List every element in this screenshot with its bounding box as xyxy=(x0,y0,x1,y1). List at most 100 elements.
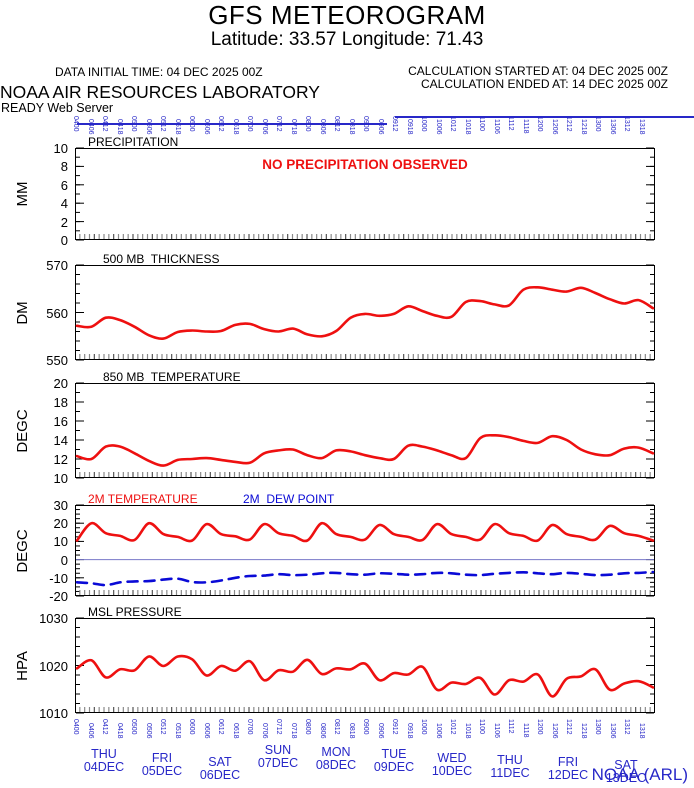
wind-time-label: 1312 xyxy=(623,116,630,132)
panel-500mb-thickness xyxy=(75,264,655,361)
y-tick-label: 14 xyxy=(53,433,68,448)
wind-time-label: 1012 xyxy=(449,116,456,132)
wind-time-label: 0418 xyxy=(115,119,123,135)
time-axis-tick-label: 0906 xyxy=(376,723,384,739)
organization-name: NOAA AIR RESOURCES LABORATORY xyxy=(0,82,320,102)
time-axis-tick-label: 0706 xyxy=(260,723,268,739)
time-axis-tick-label: 1300 xyxy=(594,719,601,735)
time-axis-tick-label: 0818 xyxy=(347,723,355,739)
panel-title-850mb-temperature: 850 MB TEMPERATURE xyxy=(103,370,241,384)
day-label-13dec: SAT 13DEC xyxy=(594,759,658,785)
day-date: 06DEC xyxy=(199,768,241,782)
no-precipitation-annotation: NO PRECIPITATION OBSERVED xyxy=(262,157,468,172)
day-label-04dec: THU 04DEC xyxy=(72,748,136,774)
time-axis-tick-label: 0718 xyxy=(289,723,297,739)
time-axis-tick-label: 1200 xyxy=(536,719,543,735)
panel-title-precipitation: PRECIPITATION xyxy=(88,135,179,149)
panel-850mb-temperature xyxy=(75,382,655,479)
time-axis-tick-label: 0518 xyxy=(173,723,181,739)
calculation-times: CALCULATION STARTED AT: 04 DEC 2025 00Z … xyxy=(408,65,668,91)
day-name: WED xyxy=(437,751,467,765)
time-axis-tick-label: 0600 xyxy=(188,719,195,735)
data-initial-time: DATA INITIAL TIME: 04 DEC 2025 00Z xyxy=(55,65,263,79)
day-name: FRI xyxy=(557,755,579,769)
time-axis-tick-label: 0900 xyxy=(362,719,369,735)
y-tick-label: 1020 xyxy=(39,658,68,674)
time-axis-tick-label: 1312 xyxy=(623,719,630,735)
panel-2m-temperature-dewpoint xyxy=(75,504,655,597)
time-axis-tick-label: 0406 xyxy=(86,723,94,739)
day-name: MON xyxy=(321,745,351,759)
y-tick-label: 10 xyxy=(53,141,68,156)
panel-title-msl-pressure: MSL PRESSURE xyxy=(88,605,182,619)
y-tick-label: 20 xyxy=(53,376,68,391)
time-axis-tick-label: 0812 xyxy=(333,719,340,735)
time-axis-tick-label: 0912 xyxy=(391,719,398,735)
time-axis-tick-label: 0512 xyxy=(159,719,166,735)
time-axis-tick-label: 0612 xyxy=(217,719,224,735)
wind-time-label: 1100 xyxy=(478,116,485,132)
time-axis-tick-label: 0800 xyxy=(304,719,311,735)
time-axis-tick-label: 1018 xyxy=(463,723,471,739)
time-axis-tick-label: 0506 xyxy=(144,723,152,739)
wind-barb-shaft-line xyxy=(77,123,387,125)
time-axis-tick-label: 1118 xyxy=(521,723,529,738)
time-axis-tick-label: 0700 xyxy=(246,719,253,735)
wind-barb-shaft-line xyxy=(395,116,694,118)
wind-time-label: 0618 xyxy=(231,119,239,135)
y-tick-label: 16 xyxy=(53,414,68,429)
time-axis-tick-label: 1218 xyxy=(579,723,587,739)
series-850-mb-temperature xyxy=(75,433,655,467)
y-tick-label: -20 xyxy=(49,589,68,604)
y-tick-label: -10 xyxy=(49,570,68,586)
y-tick-label: 570 xyxy=(46,258,68,273)
day-date: 13DEC xyxy=(605,771,647,785)
y-axis-unit-degc: DEGC xyxy=(14,528,31,573)
calculation-started: CALCULATION STARTED AT: 04 DEC 2025 00Z xyxy=(408,64,668,78)
y-tick-label: 550 xyxy=(46,353,68,368)
time-axis-tick-label: 0400 xyxy=(72,719,79,735)
time-axis-tick-label: 0412 xyxy=(101,719,108,735)
y-axis-unit-degc: DEGC xyxy=(14,408,31,453)
time-axis-tick-label: 1012 xyxy=(449,719,456,735)
wind-time-label: 0912 xyxy=(391,116,398,132)
day-name: TUE xyxy=(381,747,407,761)
day-name: SAT xyxy=(208,755,232,769)
legend-2m-dew-point: 2M DEW POINT xyxy=(243,492,335,506)
wind-time-label: 0918 xyxy=(405,119,413,135)
series-msl-pressure xyxy=(75,654,655,698)
day-date: 12DEC xyxy=(547,768,589,782)
y-tick-label: 2 xyxy=(60,214,68,230)
time-tick-label-row: 0400 0406 0412 0418 0500 0506 0512 0518 0600 0606… xyxy=(72,717,655,743)
time-axis-tick-label: 0618 xyxy=(231,723,239,739)
wind-time-label: 0906 xyxy=(376,119,384,135)
wind-time-label: 1018 xyxy=(463,119,471,135)
series-2m-dew-point xyxy=(75,570,655,587)
day-date: 04DEC xyxy=(83,760,125,774)
time-axis-tick-label: 0606 xyxy=(202,723,210,739)
y-tick-label: 8 xyxy=(60,159,68,175)
time-axis-tick-label: 0806 xyxy=(318,723,326,739)
wind-time-label: 1218 xyxy=(579,119,587,135)
y-axis-unit-mm: MM xyxy=(14,181,31,207)
y-tick-label: 18 xyxy=(53,395,68,410)
time-axis-tick-label: 1206 xyxy=(550,723,558,739)
y-tick-label: 0 xyxy=(60,552,68,568)
panel-msl-pressure xyxy=(75,617,655,714)
wind-time-label: 1306 xyxy=(608,119,616,135)
y-tick-label: 4 xyxy=(60,196,68,212)
wind-time-label: 1212 xyxy=(565,116,572,132)
time-axis-tick-label: 1100 xyxy=(478,719,485,735)
y-tick-label: 560 xyxy=(46,305,68,321)
wind-time-label: 1206 xyxy=(550,119,558,135)
wind-time-label: 1106 xyxy=(492,119,500,135)
y-tick-label: 10 xyxy=(53,534,68,550)
day-date: 08DEC xyxy=(315,758,357,772)
day-label-07dec: SUN 07DEC xyxy=(246,744,310,770)
wind-time-label: 1118 xyxy=(521,119,529,134)
day-label-10dec: WED 10DEC xyxy=(420,752,484,778)
y-tick-label: 6 xyxy=(60,177,68,193)
series-500-mb-thickness xyxy=(75,285,655,341)
wind-time-label: 0818 xyxy=(347,119,355,135)
